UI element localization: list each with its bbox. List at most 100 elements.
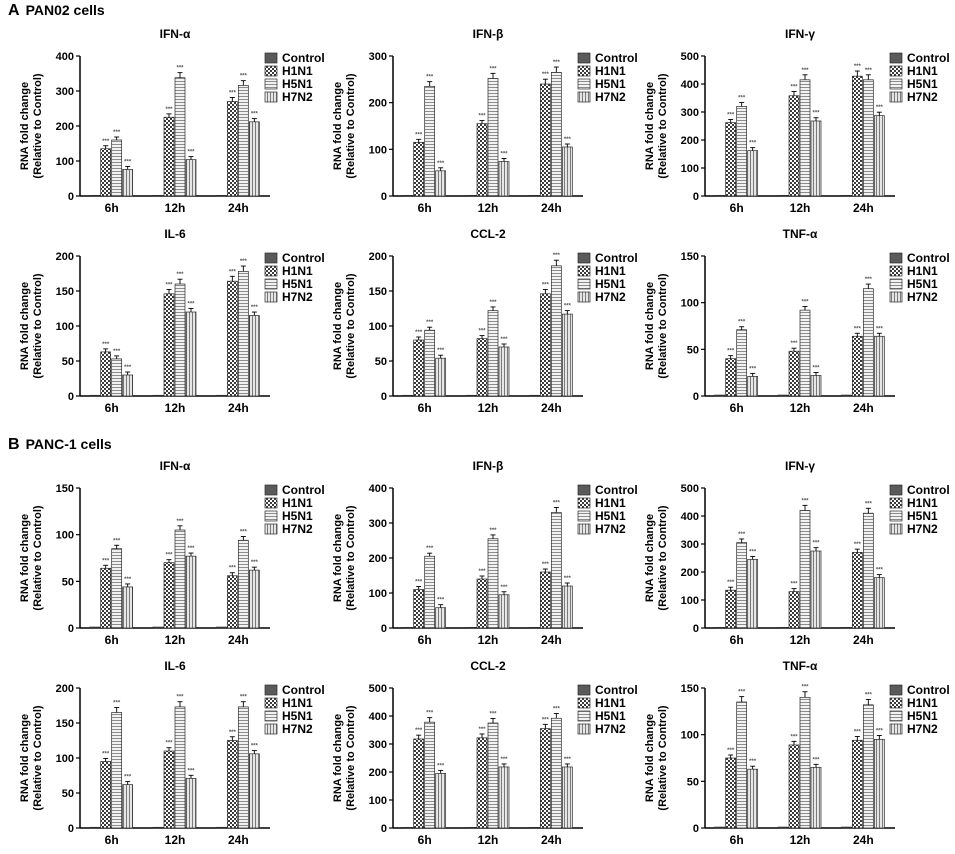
bar-h5n1-6h [112,359,122,396]
y-tick-label: 400 [369,483,387,495]
significance-label: *** [165,741,173,747]
y-tick-label: 50 [375,356,387,368]
legend-swatch-h5n1 [578,279,590,289]
legend-label-control: Control [907,251,950,265]
bar-h5n1-6h [425,556,435,628]
y-tick-label: 150 [56,483,74,495]
significance-label: *** [176,695,184,701]
y-tick-label: 0 [68,623,74,635]
y-axis-label: RNA fold change [644,282,656,370]
chart-a-5: TNF-α RNA fold change (Relative to Control… [644,227,950,415]
bar-control-24h [529,627,539,628]
legend-label-h7n2: H7N2 [595,722,626,736]
significance-label: *** [865,68,873,74]
legend-label-h7n2: H7N2 [907,722,938,736]
significance-label: *** [437,161,445,167]
significance-label: *** [102,752,110,758]
x-tick-label: 6h [418,201,432,215]
legend-swatch-h1n1 [578,266,590,276]
x-tick-label: 6h [418,633,432,647]
y-tick-label: 100 [369,588,387,600]
chart-title: TNF-α [783,227,818,241]
significance-label: *** [727,112,735,118]
bar-h7n2-12h [811,767,821,828]
chart-grid: IFN-αRNA fold change (Relative to Control… [0,0,955,854]
significance-label: *** [415,580,423,586]
y-tick-label: 100 [56,156,74,168]
significance-label: *** [489,300,497,306]
legend-swatch-control [265,485,277,495]
chart-b-1: IFN-βRNA fold change (Relative to Control… [332,459,638,647]
y-axis-label: RNA fold change [332,514,344,602]
chart-title: IFN-β [473,27,504,41]
bar-h1n1-6h [414,590,424,629]
significance-label: *** [790,84,798,90]
bar-h7n2-12h [499,767,509,828]
significance-label: *** [229,90,237,96]
legend-label-control: Control [282,251,325,265]
x-tick-label: 6h [105,833,119,847]
chart-a-4: CCL-2RNA fold change (Relative to Control… [332,227,638,415]
significance-label: *** [865,277,873,283]
y-tick-label: 100 [681,730,699,742]
bar-h1n1-6h [101,568,111,628]
significance-label: *** [500,337,508,343]
y-axis-label: RNA fold change [19,714,31,802]
x-tick-label: 24h [228,401,249,415]
bar-h1n1-12h [789,351,799,396]
bar-h7n2-6h [436,358,446,396]
legend-swatch-h5n1 [890,279,902,289]
legend-swatch-h7n2 [890,724,902,734]
x-tick-label: 24h [228,201,249,215]
y-tick-label: 100 [681,595,699,607]
legend-swatch-h7n2 [578,724,590,734]
significance-label: *** [240,74,248,80]
bar-h7n2-12h [811,551,821,628]
legend-swatch-h5n1 [890,79,902,89]
significance-label: *** [801,498,809,504]
y-tick-label: 500 [681,483,699,495]
y-axis-label-2: (Relative to Control) [657,273,669,378]
y-tick-label: 0 [381,623,387,635]
legend-label-h5n1: H5N1 [282,709,313,723]
bar-h7n2-6h [436,171,446,196]
x-tick-label: 24h [853,401,874,415]
x-tick-label: 6h [730,833,744,847]
chart-title: IFN-γ [785,459,815,473]
significance-label: *** [865,693,873,699]
significance-label: *** [553,707,561,713]
bar-h7n2-6h [748,151,758,196]
bar-h7n2-24h [249,570,259,628]
bar-h7n2-6h [123,375,133,396]
legend-label-h1n1: H1N1 [595,64,626,78]
chart-title: CCL-2 [470,659,506,673]
legend-swatch-control [890,253,902,263]
bar-h1n1-6h [101,762,111,829]
y-tick-label: 0 [693,623,699,635]
y-axis-label: RNA fold change [332,714,344,802]
bar-h7n2-12h [186,312,196,396]
x-tick-label: 24h [228,833,249,847]
bar-h7n2-24h [874,336,884,396]
y-tick-label: 300 [369,51,387,63]
y-tick-label: 0 [693,191,699,203]
y-tick-label: 300 [681,107,699,119]
bar-h5n1-12h [488,539,498,628]
bar-control-6h [403,827,413,828]
bar-h5n1-6h [425,330,435,396]
significance-label: *** [553,60,561,66]
legend-swatch-h1n1 [578,698,590,708]
bar-control-24h [216,627,226,628]
legend-swatch-h7n2 [265,724,277,734]
bar-h7n2-12h [186,778,196,828]
bar-h1n1-12h [477,738,487,828]
bar-h7n2-6h [748,559,758,628]
y-axis-label: RNA fold change [19,82,31,170]
legend-label-h5n1: H5N1 [907,509,938,523]
significance-label: *** [553,253,561,259]
bar-control-12h [778,827,788,828]
legend-label-h7n2: H7N2 [282,90,313,104]
chart-title: CCL-2 [470,227,506,241]
bar-h5n1-24h [551,266,561,396]
chart-a-2: IFN-γRNA fold change (Relative to Control… [644,27,950,215]
